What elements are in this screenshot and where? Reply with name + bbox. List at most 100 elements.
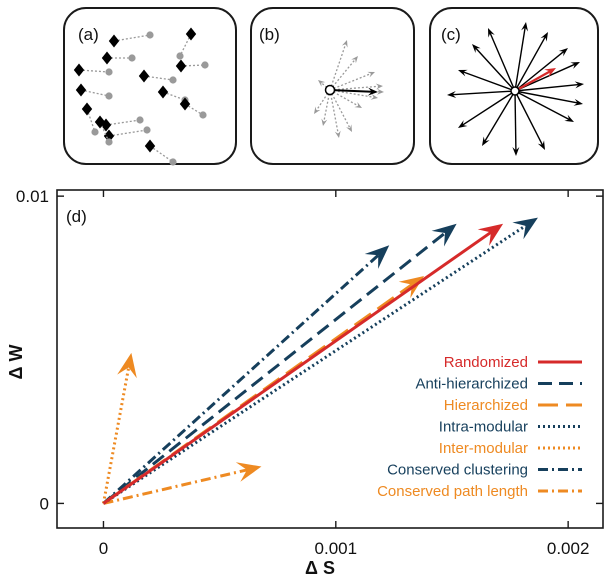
target-dot [105,68,113,76]
component-vector-shaft [514,90,517,151]
node-diamond [175,59,187,73]
series-arrow-randomized-shaft [102,230,493,505]
target-dot [136,116,144,124]
resultant-vector [329,87,378,96]
y-tick-label: 0 [40,494,49,513]
legend-entry: Anti-hierarchized [415,376,582,393]
x-tick-label: 0.001 [315,539,358,558]
component-vector [329,89,341,138]
node-diamond [75,83,87,97]
target-dot [201,61,209,69]
component-vector-head [482,136,490,146]
component-vector-head [564,114,574,122]
node-diamond [73,63,85,77]
series-arrow-conserved-clustering-shaft [102,253,380,505]
panel-b-label: (b) [259,25,280,44]
series-layer [101,217,538,505]
component-vector-head [540,32,548,42]
component-vector [321,89,331,126]
component-vector-head [472,44,481,54]
component-vector-head [321,118,328,126]
legend-entry: Conserved path length [377,483,582,500]
component-vector-shaft [329,89,359,107]
series-arrow-randomized [102,223,504,505]
displacement-arrow [108,129,148,137]
node-diamond [94,115,106,129]
legend-label: Anti-hierarchized [415,376,528,393]
x-tick-label: 0 [99,539,108,558]
component-vector [458,90,516,128]
series-arrow-inter-modular-head [117,352,137,379]
component-vector-shaft [514,83,579,92]
component-vector [329,71,375,91]
component-vector-head [367,71,375,78]
component-vector-shaft [462,90,516,126]
legend-label: Randomized [444,354,528,371]
x-axis-title: Δ S [305,558,335,578]
target-dot [91,128,99,136]
resultant-vector-head [367,87,378,96]
node-diamond [144,139,156,153]
panel-b-diagram [314,40,384,138]
component-vector-shaft [329,43,347,91]
node-diamond [101,51,113,65]
component-vector-shaft [329,58,356,91]
node-diamond [185,27,197,41]
component-vector-shaft [514,27,526,92]
component-vector-shaft [329,72,372,91]
series-arrow-intra-modular [102,217,538,505]
component-vector-shaft [514,50,565,92]
panel-c: (c) [429,7,599,165]
panel-d-label: (d) [66,207,87,226]
series-arrow-conserved-path-length-head [235,462,262,482]
component-vector-head [447,90,457,98]
legend-entry: Randomized [444,354,582,371]
series-arrow-intra-modular-head [512,217,538,240]
component-vector [514,90,545,150]
component-vector-head [375,83,383,90]
resultant-vector-shaft [329,89,373,93]
component-vector-shaft [323,89,331,123]
component-vector [514,81,584,92]
origin-circle [324,84,336,96]
y-axis-title-text: Δ W [6,345,26,380]
component-vector [514,90,574,122]
series-arrow-conserved-clustering-head [364,245,390,269]
series-arrow-anti-hierarchized-head [431,223,457,247]
component-vector [514,32,548,92]
legend: Randomized Anti-hierarchized Hierarchized I… [377,354,582,500]
target-dot [105,92,113,100]
resultant-vector-head [544,68,556,78]
series-arrow-inter-modular [101,352,137,504]
legend-label: Conserved clustering [387,462,528,479]
component-vector-head [370,93,378,100]
target-dot [143,126,151,134]
resultant-vector-shaft [514,70,551,92]
resultant-vector [514,68,556,92]
origin-circle [510,86,520,96]
component-vector-head [574,81,584,89]
component-vector-shaft [462,71,516,92]
component-vector [329,89,362,108]
component-vector [482,90,516,146]
x-tick-label: 0.002 [547,539,590,558]
component-vector-shaft [514,90,578,104]
displacement-arrow [149,145,174,163]
series-arrow-intra-modular-shaft [102,224,527,505]
axis-ticks: 0 0.001 0.002 0 0.01 [16,187,603,558]
component-vector-head [488,28,495,38]
node-diamond [138,69,150,83]
node-diamond [108,34,120,48]
series-arrow-anti-hierarchized [102,223,457,505]
legend-label: Intra-modular [439,419,528,436]
panel-c-frame [429,7,599,165]
component-vector [514,48,568,92]
component-vector [329,40,348,91]
component-vector-head [341,40,348,48]
series-arrow-anti-hierarchized-shaft [102,231,447,505]
x-axis-title-text: Δ S [305,558,335,578]
panel-a: (a) [63,7,237,166]
y-axis-title: Δ W [6,345,26,380]
component-vector-head [512,146,520,156]
component-vector [458,69,516,92]
